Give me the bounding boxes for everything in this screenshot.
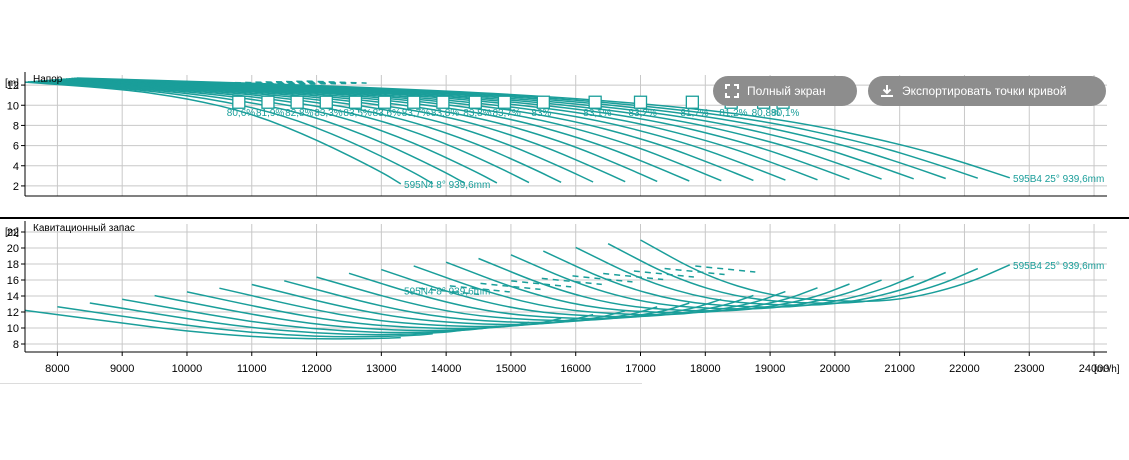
x-tick-label: 19000: [755, 363, 786, 375]
fullscreen-icon: [725, 84, 739, 98]
y-tick-label: 4: [13, 161, 19, 173]
efficiency-label: 83%: [531, 108, 551, 119]
fullscreen-button-label: Полный экран: [747, 84, 826, 98]
efficiency-label: 83,2%: [629, 108, 657, 119]
y-tick-label: 12: [7, 80, 19, 92]
x-tick-label: 17000: [625, 363, 656, 375]
panel-title: Напор: [33, 74, 63, 85]
x-tick-label: 10000: [172, 363, 203, 375]
pump-curve: [413, 265, 786, 316]
pump-curve: [89, 302, 465, 336]
efficiency-label: 83,6%: [373, 108, 401, 119]
efficiency-marker: [348, 95, 363, 109]
x-tick-label: 21000: [884, 363, 915, 375]
export-button-label: Экспортировать точки кривой: [902, 84, 1067, 98]
curve-annotation: 595N4 8° 939,6mm: [404, 180, 490, 191]
pump-curve: [542, 250, 914, 308]
efficiency-label: 83,5%: [343, 108, 371, 119]
fullscreen-button[interactable]: Полный экран: [713, 76, 857, 106]
pump-curve: [607, 243, 979, 304]
y-tick-label: 14: [7, 291, 19, 303]
x-tick-label: 16000: [560, 363, 591, 375]
pump-curve: [57, 305, 433, 338]
pump-curve-extension: [296, 80, 357, 85]
x-tick-label: 14000: [431, 363, 462, 375]
y-tick-label: 2: [13, 181, 19, 193]
x-tick-label: 20000: [820, 363, 851, 375]
efficiency-label: 83,8%: [431, 108, 459, 119]
efficiency-marker: [497, 95, 512, 109]
pump-curve: [575, 246, 946, 306]
y-tick-label: 22: [7, 227, 19, 239]
x-tick-label: 24000: [1079, 363, 1110, 375]
efficiency-marker: [407, 95, 421, 109]
x-tick-label: 12000: [301, 363, 332, 375]
export-curve-points-button[interactable]: Экспортировать точки кривой: [868, 76, 1106, 106]
download-icon: [881, 85, 893, 97]
y-tick-label: 16: [7, 275, 19, 287]
panel-title: Кавитационный запас: [33, 223, 135, 234]
y-tick-label: 10: [7, 100, 19, 112]
curve-annotation: 595B4 25° 939,6mm: [1013, 174, 1104, 185]
x-tick-label: 22000: [949, 363, 980, 375]
pump-curve-extension: [572, 275, 633, 283]
efficiency-marker: [468, 95, 482, 109]
pump-curve: [24, 309, 401, 340]
pump-curve: [76, 77, 1011, 179]
y-axis-label: [m]: [5, 227, 19, 238]
pump-curve: [122, 298, 498, 334]
x-tick-label: 9000: [110, 363, 134, 375]
efficiency-label: 81,7%: [680, 108, 708, 119]
efficiency-marker: [685, 95, 699, 109]
efficiency-label: 83,8%: [463, 108, 491, 119]
x-tick-label: 11000: [237, 363, 267, 375]
efficiency-label: 81,2%: [719, 108, 747, 119]
pump-curve-extension: [306, 80, 367, 84]
y-tick-label: 10: [7, 323, 19, 335]
efficiency-marker: [290, 95, 304, 109]
efficiency-marker: [319, 95, 333, 109]
efficiency-marker: [588, 95, 602, 109]
y-tick-label: 12: [7, 307, 19, 319]
x-tick-label: 23000: [1014, 363, 1045, 375]
x-tick-label: 13000: [366, 363, 397, 375]
efficiency-label: 83,7%: [492, 108, 520, 119]
efficiency-marker: [536, 95, 550, 109]
efficiency-label: 83,3%: [314, 108, 342, 119]
pump-curve-extension: [695, 265, 756, 273]
efficiency-marker: [436, 95, 450, 109]
efficiency-label: 80,6%: [227, 108, 255, 119]
x-axis-label: [m³/h]: [1094, 364, 1120, 375]
pump-curve-extension: [275, 80, 336, 85]
efficiency-label: 82,8%: [285, 108, 313, 119]
y-tick-label: 6: [13, 141, 19, 153]
divider: [0, 383, 642, 384]
y-tick-label: 18: [7, 259, 19, 271]
y-tick-label: 20: [7, 243, 19, 255]
efficiency-label: 81,9%: [256, 108, 284, 119]
curve-annotation: 595B4 25° 939,6mm: [1013, 261, 1104, 272]
x-tick-label: 18000: [690, 363, 721, 375]
y-tick-label: 8: [13, 120, 19, 132]
pump-curve: [154, 294, 530, 332]
efficiency-marker: [633, 95, 648, 109]
axis-layer: [0, 72, 1129, 356]
efficiency-label: 83,7%: [402, 108, 430, 119]
efficiency-label: 80,8%: [752, 108, 780, 119]
efficiency-label: 80,1%: [771, 108, 799, 119]
efficiency-marker: [377, 95, 392, 109]
y-tick-label: 8: [13, 339, 19, 351]
y-axis-label: [m]: [5, 78, 19, 89]
x-tick-label: 15000: [496, 363, 527, 375]
efficiency-marker: [261, 95, 275, 109]
curve-layer: [24, 77, 1011, 340]
x-tick-label: 8000: [45, 363, 69, 375]
pump-curve: [640, 239, 1011, 302]
efficiency-label: 83,1%: [583, 108, 611, 119]
efficiency-marker: [232, 95, 246, 109]
pump-curve: [186, 291, 562, 330]
curve-annotation: 595N4 8° 939,6mm: [404, 286, 490, 297]
